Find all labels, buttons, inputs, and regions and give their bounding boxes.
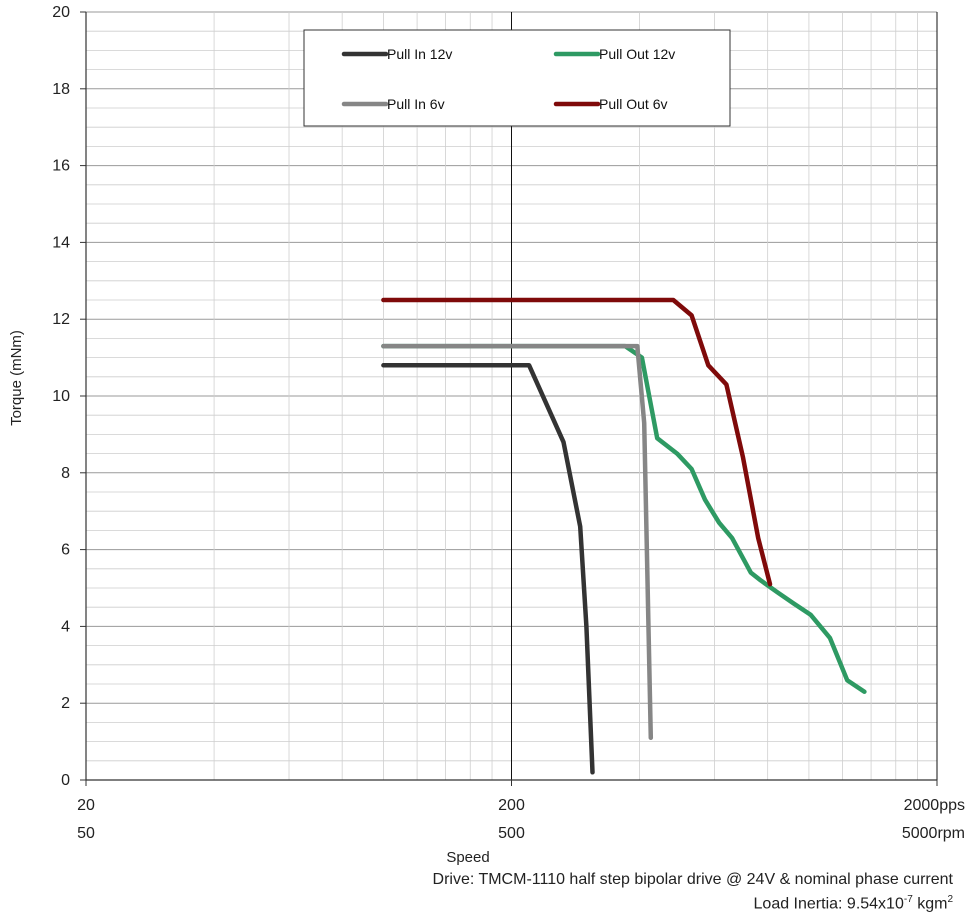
y-tick-label: 10 [52, 388, 70, 405]
grid-lines [85, 11, 938, 781]
y-tick-label: 6 [61, 542, 70, 559]
legend-label: Pull In 6v [387, 96, 445, 112]
x-tick-label-pps: 2000pps [904, 797, 965, 814]
drive-note: Drive: TMCM-1110 half step bipolar drive… [432, 871, 953, 888]
inertia-note: Load Inertia: 9.54x10-7 kgm2 [754, 894, 953, 913]
series-lines [381, 297, 867, 775]
y-tick-label: 0 [61, 772, 70, 789]
series-line [381, 343, 654, 741]
y-tick-label: 18 [52, 81, 70, 98]
inertia-unit-exponent: 2 [947, 894, 953, 905]
y-tick-label: 12 [52, 311, 70, 328]
x-axis-title: Speed [446, 849, 489, 866]
inertia-unit: kgm [912, 895, 948, 913]
inertia-label: Load Inertia: 9.54x10 [753, 895, 904, 913]
legend: Pull In 12v Pull Out 12v Pull In 6v Pull Ou… [303, 29, 731, 127]
x-tick-label-rpm: 50 [77, 825, 95, 842]
torque-speed-chart: 0 2 4 6 8 10 12 14 16 18 20 20 50 200 500 2000pps 5000r… [8, 4, 965, 866]
y-tick-labels: 0 2 4 6 8 10 12 14 16 18 20 [52, 4, 86, 789]
series-line [381, 343, 867, 694]
legend-label: Pull Out 12v [599, 46, 675, 62]
legend-label: Pull Out 6v [599, 96, 667, 112]
legend-box [303, 29, 731, 127]
y-tick-label: 20 [52, 4, 70, 21]
y-tick-label: 16 [52, 158, 70, 175]
series-line [381, 363, 595, 775]
x-tick-label-rpm: 5000rpm [902, 825, 965, 842]
series-line [381, 297, 773, 587]
inertia-exponent: -7 [903, 894, 913, 905]
y-tick-label: 2 [61, 695, 70, 712]
y-tick-label: 4 [61, 618, 70, 635]
legend-label: Pull In 12v [387, 46, 452, 62]
y-tick-label: 8 [61, 465, 70, 482]
x-tick-labels: 20 50 200 500 2000pps 5000rpm [77, 780, 965, 842]
x-tick-label-pps: 20 [77, 797, 95, 814]
y-tick-label: 14 [52, 234, 70, 251]
y-axis-title: Torque (mNm) [8, 330, 25, 426]
x-tick-label-pps: 200 [498, 797, 525, 814]
x-tick-label-rpm: 500 [498, 825, 525, 842]
